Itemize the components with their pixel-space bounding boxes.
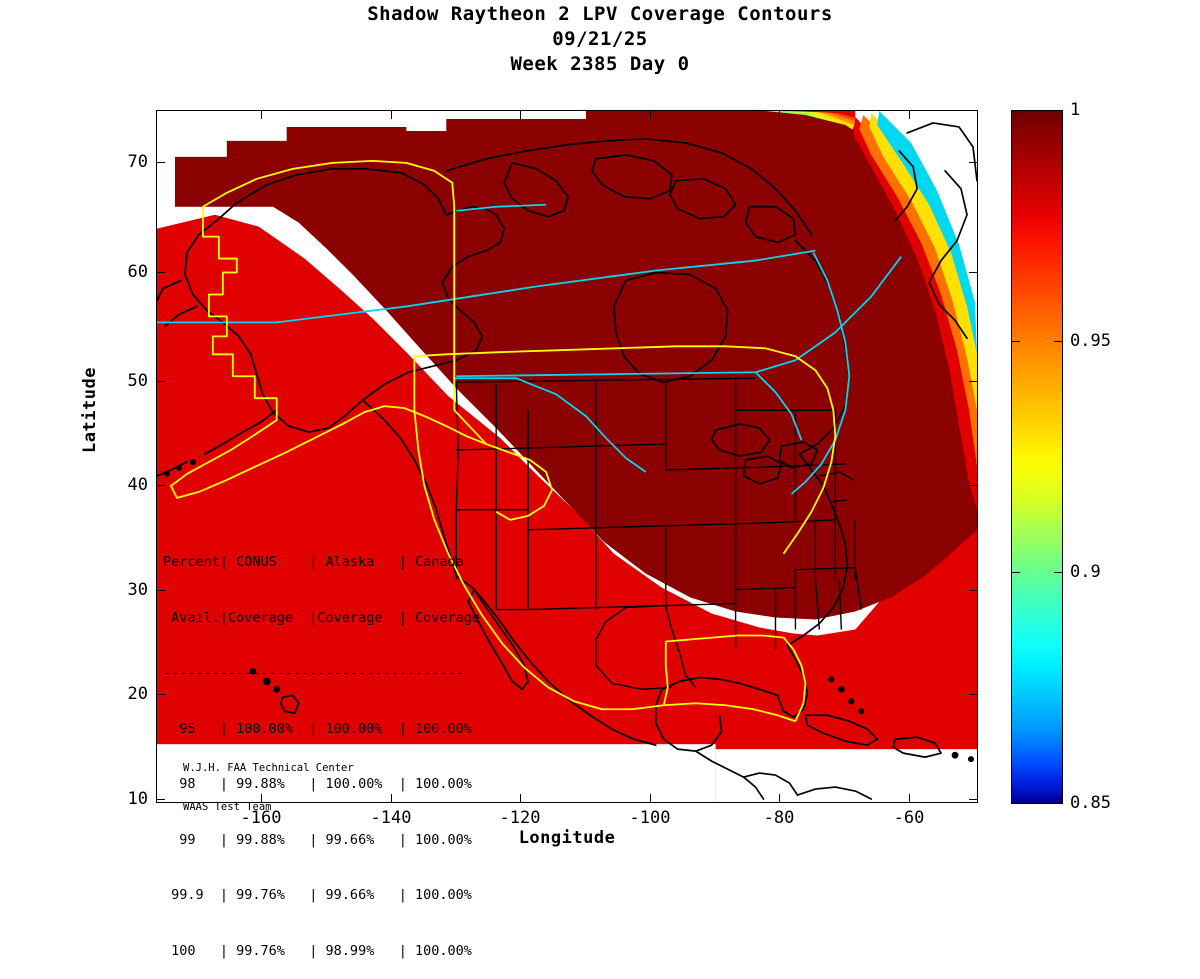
colorbar-gradient — [1011, 110, 1063, 804]
coverage-map-svg — [157, 111, 977, 802]
xtick-label-m100: -100 — [629, 808, 671, 828]
ytick-20-right — [969, 694, 978, 695]
cbar-label-1: 1 — [1070, 100, 1081, 120]
coastlines-layer — [157, 122, 977, 800]
xtick-m140 — [391, 794, 392, 803]
cbar-label-085: 0.85 — [1070, 793, 1111, 813]
xtick-m160-top — [261, 110, 262, 119]
ytick-60-right — [969, 272, 978, 273]
no-coverage-northeast — [855, 111, 977, 441]
xtick-m120-top — [520, 110, 521, 119]
ytick-label-40: 40 — [127, 475, 148, 495]
ytick-label-20: 20 — [127, 684, 148, 704]
xtick-m80-top — [779, 110, 780, 119]
title-line-1: Shadow Raytheon 2 LPV Coverage Contours — [367, 3, 833, 25]
ytick-50 — [156, 381, 165, 382]
credit-line-2: WAAS Test Team — [183, 801, 272, 813]
ytick-10-right — [969, 799, 978, 800]
state-boundaries-layer — [455, 377, 862, 691]
ytick-label-10: 10 — [127, 789, 148, 809]
cbar-tick-085-left — [1011, 803, 1020, 804]
ytick-70 — [156, 162, 165, 163]
xtick-m60 — [909, 794, 910, 803]
chart-title: Shadow Raytheon 2 LPV Coverage Contours … — [0, 2, 1200, 77]
cbar-tick-09-left — [1011, 572, 1020, 573]
cbar-tick-085-right — [1054, 803, 1063, 804]
credit-line-1: W.J.H. FAA Technical Center — [183, 762, 354, 774]
contour-edge-ne-cyan — [877, 111, 977, 355]
xtick-m120 — [520, 794, 521, 803]
ytick-label-30: 30 — [127, 580, 148, 600]
stats-row-95: 95 | 100.00% | 100.00% | 100.00% — [163, 720, 472, 737]
xtick-m160 — [261, 794, 262, 803]
credit-block: W.J.H. FAA Technical Center WAAS Test Te… — [183, 736, 354, 827]
xtick-m80 — [779, 794, 780, 803]
title-line-2: 09/21/25 — [552, 28, 648, 50]
map-canvas — [157, 111, 977, 802]
ytick-60 — [156, 272, 165, 273]
ytick-30 — [156, 590, 165, 591]
xtick-label-m140: -140 — [370, 808, 412, 828]
xtick-label-m160: -160 — [240, 808, 282, 828]
contour-edge-ne-yellow — [869, 112, 977, 411]
colorbar — [1011, 110, 1063, 804]
ytick-label-70: 70 — [127, 152, 148, 172]
map-plot-area — [156, 110, 978, 803]
cbar-label-09: 0.9 — [1070, 562, 1101, 582]
ytick-10 — [156, 799, 165, 800]
ytick-label-50: 50 — [127, 371, 148, 391]
xtick-label-m80: -80 — [763, 808, 795, 828]
no-coverage-south-right — [715, 749, 977, 802]
cbar-label-095: 0.95 — [1070, 331, 1111, 351]
cbar-tick-095-right — [1054, 341, 1063, 342]
ytick-70-right — [969, 162, 978, 163]
xtick-label-m60: -60 — [893, 808, 925, 828]
stats-row-99: 99 | 99.88% | 99.66% | 100.00% — [163, 831, 472, 848]
no-coverage-south — [157, 744, 716, 802]
cbar-tick-1-left — [1011, 110, 1020, 111]
cbar-tick-09-right — [1054, 572, 1063, 573]
ytick-label-60: 60 — [127, 262, 148, 282]
stats-header-row-1: Percent| CONUS | Alaska | Canada — [163, 554, 464, 570]
contour-core-northwest — [174, 126, 407, 207]
y-axis-title: Latitude — [80, 367, 100, 453]
cbar-tick-1-right — [1054, 110, 1063, 111]
xtick-m140-top — [391, 110, 392, 119]
ytick-30-right — [969, 590, 978, 591]
contour-edge-northeast — [837, 122, 977, 530]
contour-band-1000 — [174, 111, 977, 620]
xtick-m60-top — [909, 110, 910, 119]
xtick-m100 — [650, 794, 651, 803]
stats-row-100: 100 | 99.76% | 98.99% | 100.00% — [163, 942, 472, 959]
ytick-40-right — [969, 485, 978, 486]
cbar-tick-095-left — [1011, 341, 1020, 342]
stats-divider: ------------------------------------- — [163, 665, 464, 681]
ytick-50-right — [969, 381, 978, 382]
x-axis-title: Longitude — [518, 828, 616, 848]
xtick-label-m120: -120 — [499, 808, 541, 828]
title-line-3: Week 2385 Day 0 — [510, 53, 690, 75]
ytick-20 — [156, 694, 165, 695]
stats-row-99-9: 99.9 | 99.76% | 99.66% | 100.00% — [163, 887, 472, 903]
conus-service-volume-boundary — [170, 159, 837, 723]
stats-row-98: 98 | 99.88% | 100.00% | 100.00% — [163, 776, 472, 792]
ytick-40 — [156, 485, 165, 486]
xtick-m100-top — [650, 110, 651, 119]
stats-header-row-2: Avail.|Coverage |Coverage | Coverage — [163, 609, 480, 626]
